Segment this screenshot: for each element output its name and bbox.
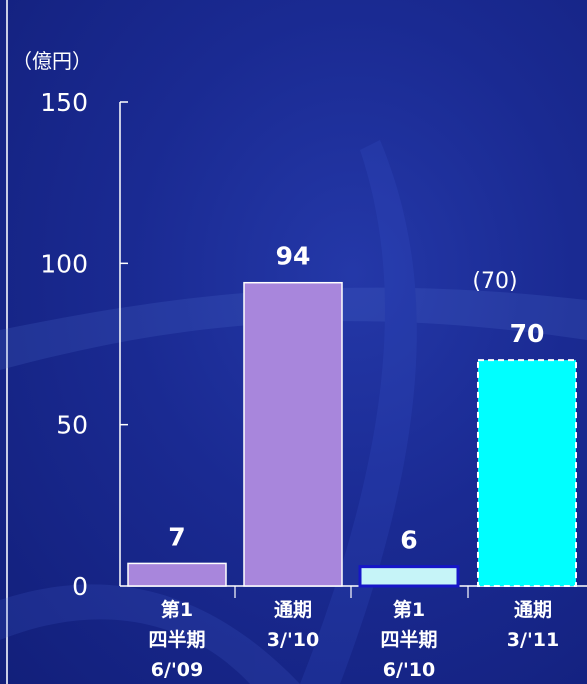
y-ticks: 0 50 100 150	[40, 88, 128, 601]
category-label-line: 3/'10	[267, 629, 319, 651]
y-tick-label: 100	[40, 249, 88, 278]
bar-4	[477, 359, 577, 587]
bar-1	[127, 562, 227, 587]
value-labels: 7 94 6 70	[168, 242, 544, 555]
left-border-line	[6, 0, 8, 684]
bar-value-label: 94	[276, 242, 311, 271]
category-label-line: 6/'09	[151, 659, 203, 681]
background-swoosh	[0, 140, 587, 684]
category-label-line: 通期	[514, 599, 552, 621]
bar-value-label: 7	[168, 522, 185, 551]
category-label-line: 四半期	[148, 628, 205, 651]
bar-value-label: 6	[400, 526, 417, 555]
bar-2	[243, 281, 343, 587]
category-label-line: 3/'11	[507, 629, 559, 651]
category-label-line: 6/'10	[383, 659, 435, 681]
category-labels: 第1 四半期 6/'09 通期 3/'10 第1 四半期 6/'10 通期 3/'11	[148, 586, 559, 681]
bars	[127, 281, 577, 588]
category-label-line: 第1	[393, 598, 425, 621]
bar-value-label: 70	[510, 319, 545, 348]
category-label-line: 通期	[274, 599, 312, 621]
forecast-note: (70)	[472, 269, 517, 294]
y-tick-label: 50	[56, 411, 88, 440]
y-tick-label: 0	[72, 572, 88, 601]
y-tick-label: 150	[40, 88, 88, 117]
bar-3	[358, 565, 460, 588]
category-label-line: 四半期	[380, 628, 437, 651]
y-axis-unit-label: （億円）	[12, 49, 92, 73]
category-label-line: 第1	[161, 598, 193, 621]
